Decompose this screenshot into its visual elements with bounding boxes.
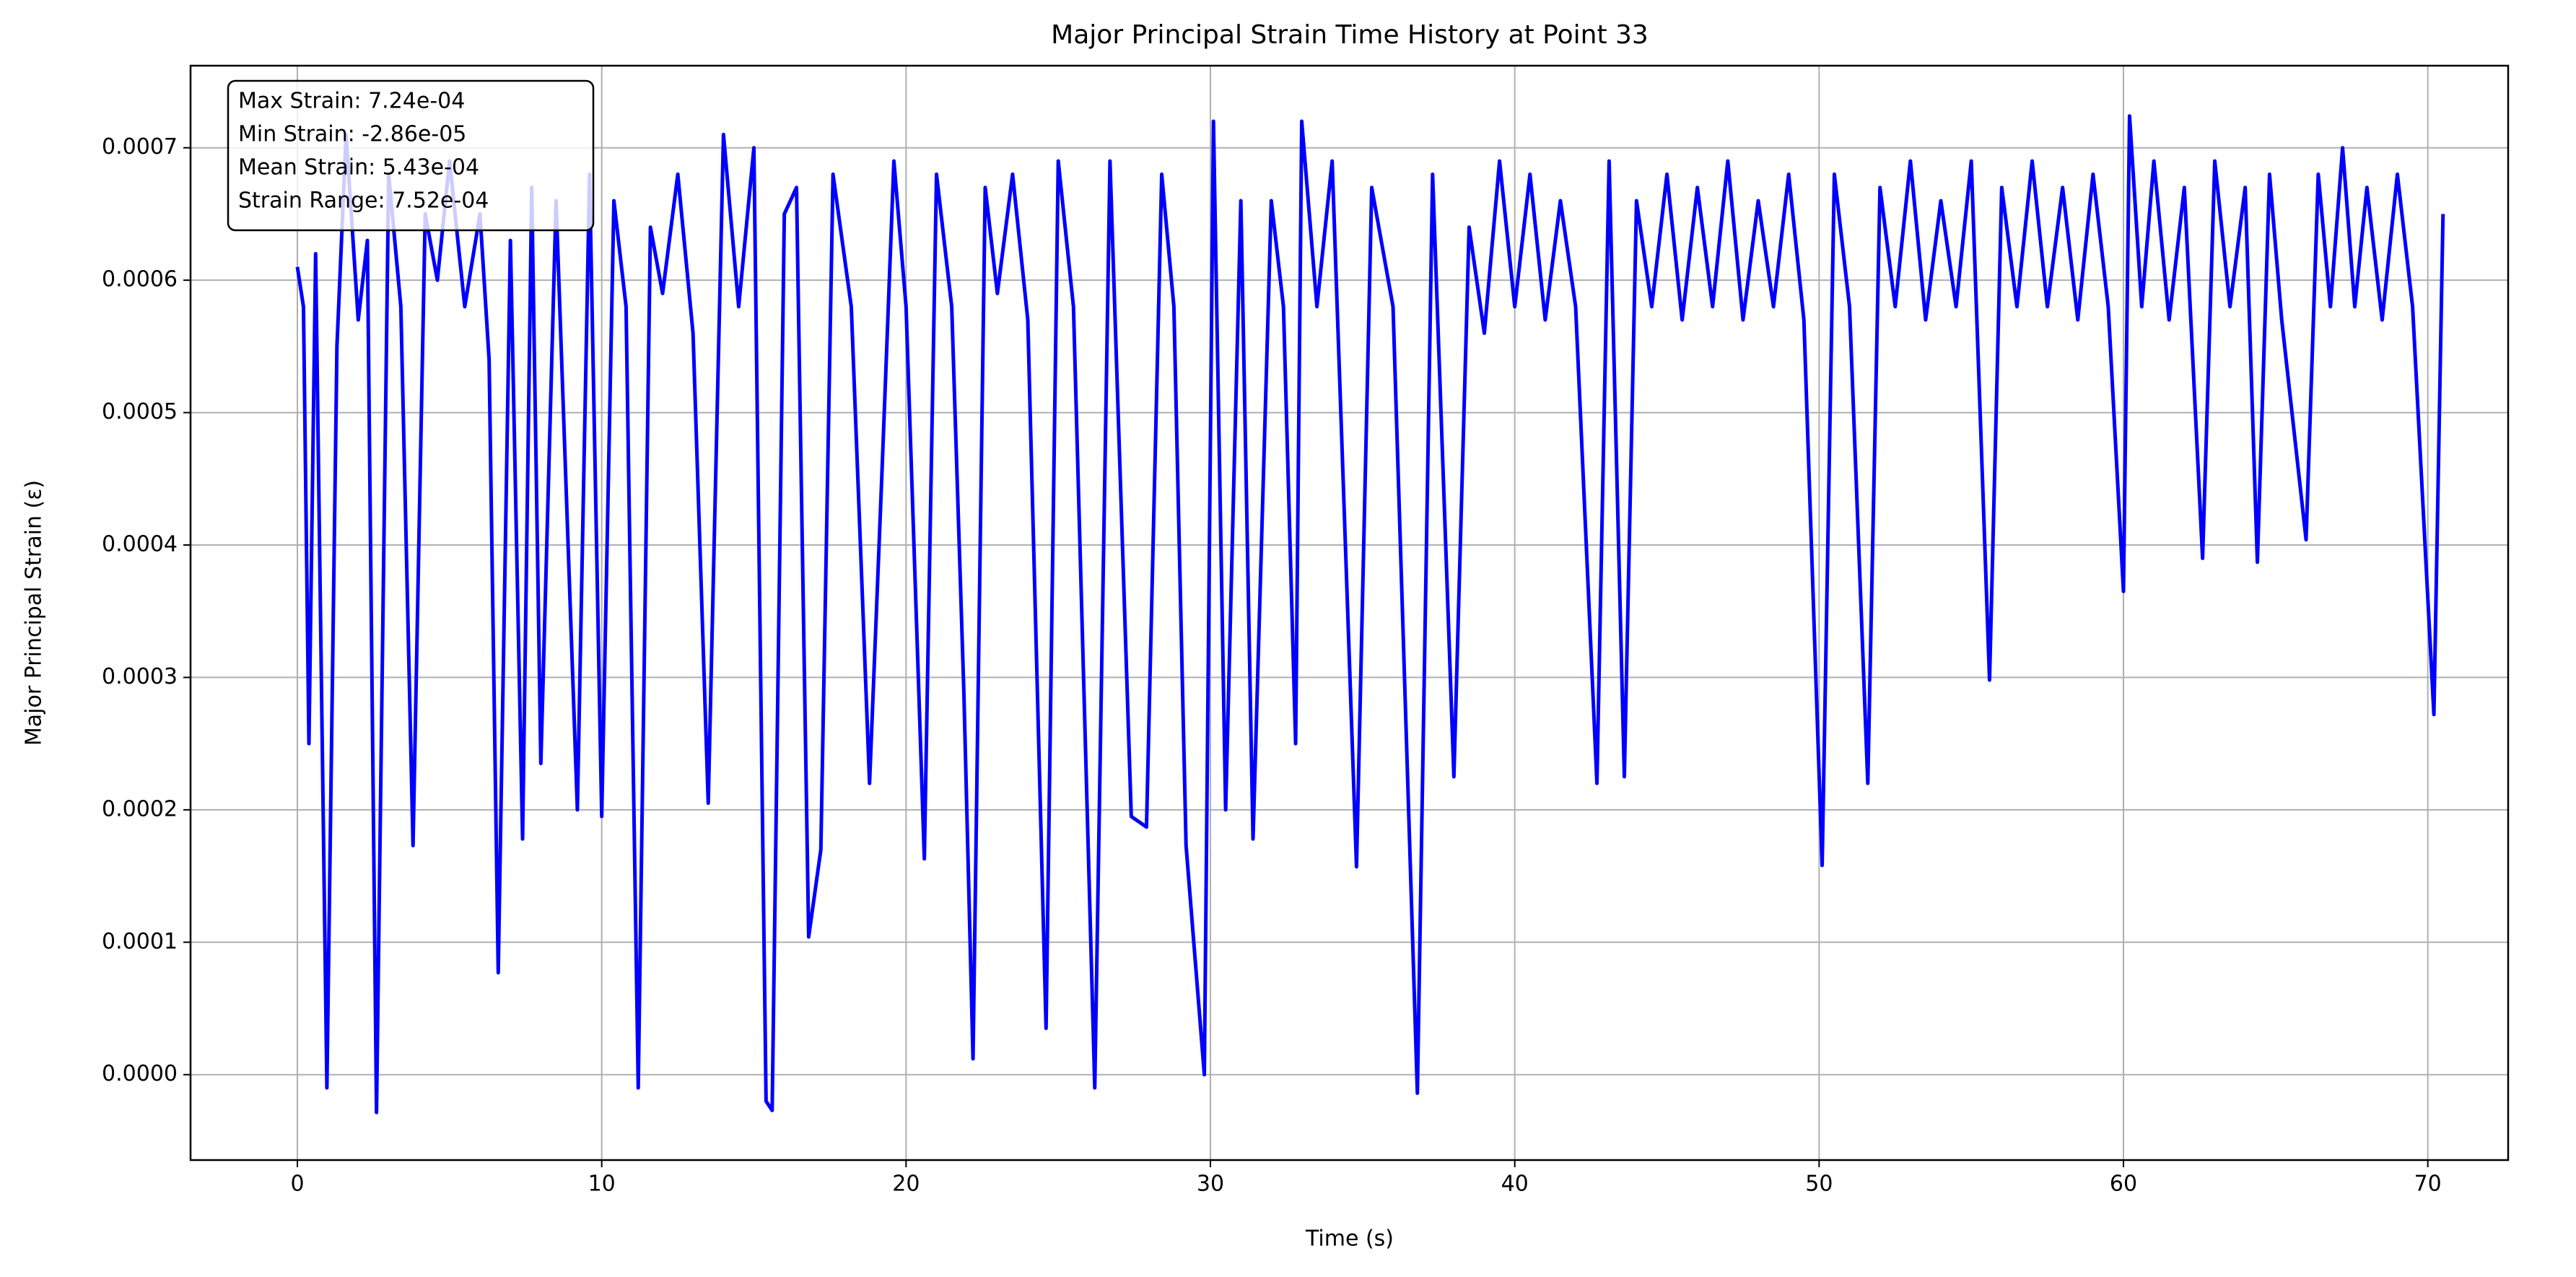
y-axis-label: Major Principal Strain (ε) [22,480,47,746]
x-tick-label: 50 [1805,1172,1833,1197]
stats-line: Mean Strain: 5.43e-04 [238,155,479,180]
y-tick-label: 0.0007 [102,134,178,160]
x-tick-label: 60 [2110,1172,2137,1197]
stats-line: Max Strain: 7.24e-04 [238,89,465,114]
x-tick-label: 0 [290,1172,304,1197]
x-tick-label: 20 [892,1172,920,1197]
stats-line: Strain Range: 7.52e-04 [238,188,489,214]
y-tick-label: 0.0002 [102,796,178,821]
plot-frame [189,64,2510,1161]
stats-box-frame [227,79,595,232]
y-tick-label: 0.0003 [102,664,178,689]
x-tick-label: 40 [1501,1172,1529,1197]
stats-line: Min Strain: -2.86e-05 [238,122,466,147]
y-tick-label: 0.0006 [102,267,178,292]
strain-line [295,114,2445,1115]
x-tick-label: 70 [2414,1172,2442,1197]
y-tick-label: 0.0000 [102,1061,178,1086]
x-axis-label: Time (s) [1305,1226,1394,1252]
y-tick-label: 0.0005 [102,399,178,424]
y-tick-label: 0.0004 [102,531,178,557]
chart-title: Major Principal Strain Time History at P… [1051,20,1649,50]
x-tick-label: 30 [1197,1172,1224,1197]
stats-box: Max Strain: 7.24e-04 Min Strain: -2.86e-0… [227,79,595,232]
y-tick-label: 0.0001 [102,929,178,954]
x-tick-label: 10 [588,1172,616,1197]
